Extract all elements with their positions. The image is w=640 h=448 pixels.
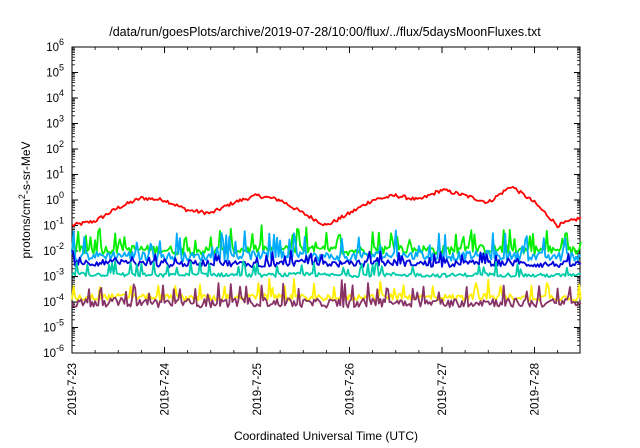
y-tick-label: 10-4 — [43, 292, 64, 309]
y-tick-label: 10-1 — [43, 216, 64, 233]
y-tick-labels: 10610510410310210110010-110-210-310-410-… — [43, 37, 64, 360]
y-tick-label-base: 10 — [43, 272, 56, 284]
y-tick-label: 103 — [46, 114, 64, 131]
y-tick-label: 101 — [46, 165, 64, 182]
chart-title: /data/run/goesPlots/archive/2019-07-28/1… — [109, 25, 541, 39]
y-tick-label-exp: 6 — [59, 37, 64, 47]
y-tick-label-base: 10 — [46, 93, 59, 105]
y-tick-label-base: 10 — [46, 144, 59, 156]
y-tick-label-exp: 3 — [59, 114, 64, 124]
y-axis-label: protons/cm2-s-sr-MeV — [17, 141, 33, 258]
y-tick-label-exp: -6 — [56, 343, 64, 353]
y-tick-label: 100 — [46, 190, 64, 207]
y-tick-label-base: 10 — [43, 246, 56, 258]
y-tick-label-base: 10 — [46, 68, 59, 80]
y-tick-label-exp: 1 — [59, 165, 64, 175]
y-tick-label-base: 10 — [43, 323, 56, 335]
y-tick-label-exp: 0 — [59, 190, 64, 200]
y-tick-label: 104 — [46, 88, 64, 105]
y-axis-label-rest: -s-sr-MeV — [19, 141, 33, 194]
y-tick-label-base: 10 — [43, 221, 56, 233]
y-tick-label: 106 — [46, 37, 64, 54]
y-tick-label-exp: 2 — [59, 139, 64, 149]
y-tick-label-base: 10 — [43, 348, 56, 360]
y-tick-label-base: 10 — [43, 297, 56, 309]
x-tick-label: 2019-7-28 — [530, 363, 542, 415]
y-tick-label-exp: -4 — [56, 292, 64, 302]
y-axis-label-sup: 2 — [17, 194, 27, 199]
x-axis-label: Coordinated Universal Time (UTC) — [234, 429, 418, 443]
series-line-0 — [71, 185, 582, 229]
x-tick-label: 2019-7-24 — [160, 362, 172, 415]
x-tick-labels: 2019-7-23 2019-7-24 2019-7-25 2019-7-26 2019… — [67, 362, 542, 415]
series-line-4 — [71, 260, 581, 279]
y-tick-label: 10-5 — [43, 318, 64, 335]
y-tick-label-base: 10 — [46, 119, 59, 131]
y-tick-label-exp: 5 — [59, 63, 64, 73]
y-tick-label-base: 10 — [46, 195, 59, 207]
y-tick-label-base: 10 — [46, 170, 59, 182]
y-tick-label-exp: -2 — [56, 241, 64, 251]
x-tick-label: 2019-7-23 — [67, 363, 79, 415]
y-tick-label: 10-6 — [43, 343, 64, 360]
x-tick-label: 2019-7-26 — [345, 363, 357, 415]
y-tick-label-exp: -3 — [56, 267, 64, 277]
y-tick-label: 10-2 — [43, 241, 64, 258]
x-tick-label: 2019-7-27 — [437, 363, 449, 415]
y-tick-label-exp: -1 — [56, 216, 64, 226]
y-tick-label-exp: 4 — [59, 88, 64, 98]
y-axis-label-base: protons/cm — [19, 199, 33, 258]
series-layer — [71, 185, 582, 309]
series-line-6 — [71, 279, 582, 309]
y-tick-label-base: 10 — [46, 42, 59, 54]
series-line-3 — [71, 249, 582, 269]
y-tick-label: 105 — [46, 63, 64, 80]
y-tick-label-exp: -5 — [56, 318, 64, 328]
y-tick-label: 102 — [46, 139, 64, 156]
y-tick-label: 10-3 — [43, 267, 64, 284]
x-tick-label: 2019-7-25 — [252, 363, 264, 415]
